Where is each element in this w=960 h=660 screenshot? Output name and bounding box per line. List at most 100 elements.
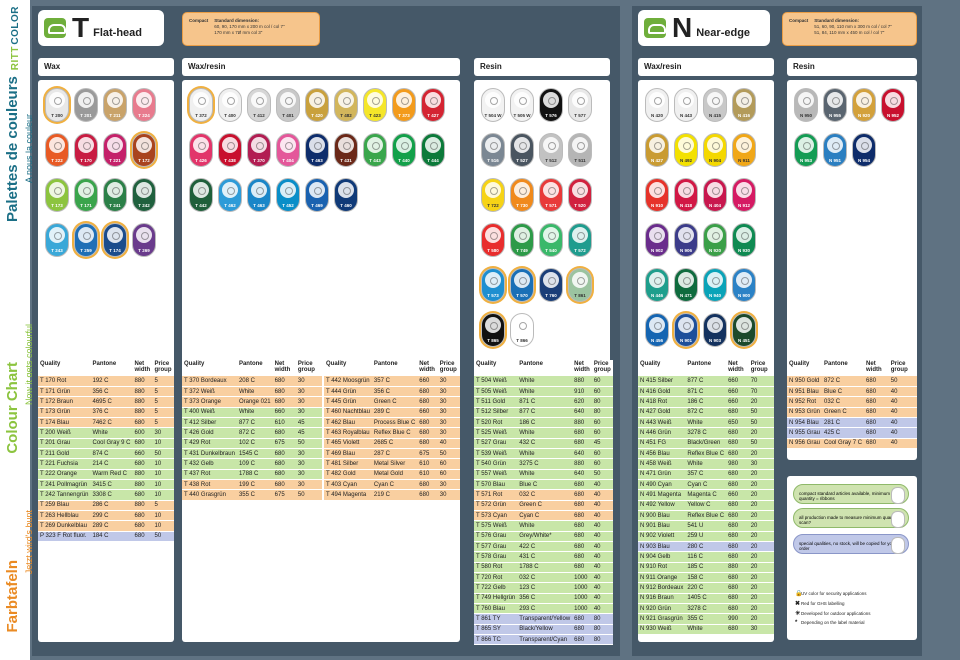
table-cell: 871 C [517,396,573,408]
ribbon-roll: N 902 [645,223,669,257]
table-row: T 576 Grau Grey/White* 680 40 [474,531,613,543]
ribbon-roll-label: T 573 [487,293,499,298]
note-line1: Standard dimension: [214,18,260,23]
brand-logo: COLOR RITT [2,6,28,80]
ribbon-roll-label: N 906 [679,248,692,253]
table-cell: 20 [748,520,774,532]
table-row: N 930 Weiß White 680 30 [638,624,774,636]
ribbon-roll: T 452 [276,178,300,212]
ribbon-roll-label: T 201 [80,113,92,118]
table-cell: 680 [726,520,749,532]
table-cell: T 173 Grün [38,407,91,418]
ribbon-roll: T 440 [392,133,416,167]
ribbon-roll: T 866 [510,313,534,347]
table-cell: 990 [726,613,749,625]
near-edge-note-label: Compact [789,18,809,23]
table-cell: T 444 Grün [324,386,372,398]
table-row: T 527 Grau 432 C 680 45 [474,438,613,449]
table-cell: 10 [152,479,174,491]
table-cell: 660 [726,489,749,501]
ribbon-roll: N 420 [645,88,669,122]
ribbon-roll: T 460 [334,178,358,212]
column-header: Net width [864,360,889,376]
table-cell: 5 [152,396,174,408]
ribbon-roll: T 401 [276,88,300,122]
table-row: T 426 Gold 872 C 680 45 [182,427,322,439]
column-header: Quality [474,360,518,376]
column-header: Net width [417,360,438,376]
table-cell: 20 [748,531,774,543]
table-cell: T 578 Grau [474,551,518,563]
sidebar: COLOR RITT Palettes de couleurs A nous l… [0,0,34,660]
table-row: T 432 Gelb 109 C 680 30 [182,458,322,470]
ribbon-roll: T 221 [103,133,127,167]
table-cell: 680 [726,407,749,418]
table-cell: 10 [152,489,174,501]
table-row: T 370 Bordeaux 208 C 680 30 [182,376,322,387]
table-cell: 158 C [685,572,727,584]
table-cell: T 172 Braun [38,396,91,408]
table-row: T 211 Gold 874 C 660 50 [38,448,174,460]
table-row: T 445 Grün Green C 680 30 [324,396,460,408]
ribbon-roll-label: T 427 [427,113,439,118]
ribbon-roll-label: T 443 [369,158,381,163]
table-row: N 953 Grün Green C 680 40 [787,407,917,418]
table-cell: N 458 Weiß [638,458,686,470]
table-cell: 287 C [371,448,418,460]
title-en-main: Colour Chart [4,362,21,454]
table-cell: T 222 Orange [38,469,91,480]
table-cell: 880 [572,458,592,470]
table-cell: 680 [726,448,749,460]
table-cell: 50 [437,448,460,460]
table-cell: 680 [572,510,592,522]
table-cell: T 200 Weiß [38,427,91,439]
table-cell: T 861 TY [474,613,518,625]
table-row: T 577 Grau 422 C 680 40 [474,541,613,553]
column-header: Price group [152,360,174,376]
table-cell: 680 [572,489,592,501]
table-cell: Warm Red C [90,469,133,480]
table-cell: 80 [591,407,613,418]
table-cell: 1405 C [685,593,727,605]
table-cell: 60 [591,458,613,470]
table-cell: 680 [132,520,153,532]
table-row: N 903 Blau 280 C 680 20 [638,541,774,553]
ribbon-roll: T 370 [247,133,271,167]
table-cell: 102 C [236,438,273,449]
table-row: T 463 Royalblau Reflex Blue C 680 30 [324,427,460,439]
column-header: Pantone [371,360,418,376]
section-wax-resin: Wax/resin [182,58,460,76]
table-cell: 50 [748,417,774,429]
ribbon-roll: N 912 [732,178,756,212]
ribbon-roll-label: T 462 [224,203,236,208]
table-cell: 680 [417,396,438,408]
table-cell: 10 [152,520,174,532]
table-header-row: Quality Pantone Net width Price group [182,360,322,376]
ribbon-roll-label: N 911 [738,158,750,163]
table-cell: 660 [726,376,749,387]
table-cell: 680 [272,469,296,480]
table-row: T 557 Weiß White 640 50 [474,469,613,480]
table-cell: 680 [864,417,889,429]
ribbon-roll-label: T 570 [516,293,528,298]
flat-head-note-label: Compact [189,18,209,23]
table-cell: T 221 Fuchsia [38,458,91,470]
table-row: T 170 Rot 192 C 880 5 [38,376,174,387]
near-edge-header: N Near-edge [638,10,770,46]
table-cell: Cool Gray 7 C [822,438,865,449]
table-cell: 680 [272,396,296,408]
near-edge-letter: N [672,12,693,43]
ribbon-roll-label: T 511 [574,158,586,163]
ribbon-roll: T 511 [568,133,592,167]
ribbon-roll: T 171 [74,178,98,212]
table-row: T 269 Dunkelblau 289 C 680 10 [38,520,174,532]
table-row: T 201 Grau Cool Gray 9 C 680 10 [38,438,174,449]
ribbon-roll: T 426 [189,133,213,167]
note-line2: 60, 90, 170 mm x 200 m col / col 7" [214,24,285,29]
table-row: T 222 Orange Warm Red C 880 10 [38,469,174,480]
table-cell: 620 [572,396,592,408]
table-cell: 299 C [90,510,133,522]
column-header: Quality [182,360,237,376]
ribbon-roll-label: T 259 [80,248,92,253]
ribbon-roll-label: N 446 [650,293,663,298]
